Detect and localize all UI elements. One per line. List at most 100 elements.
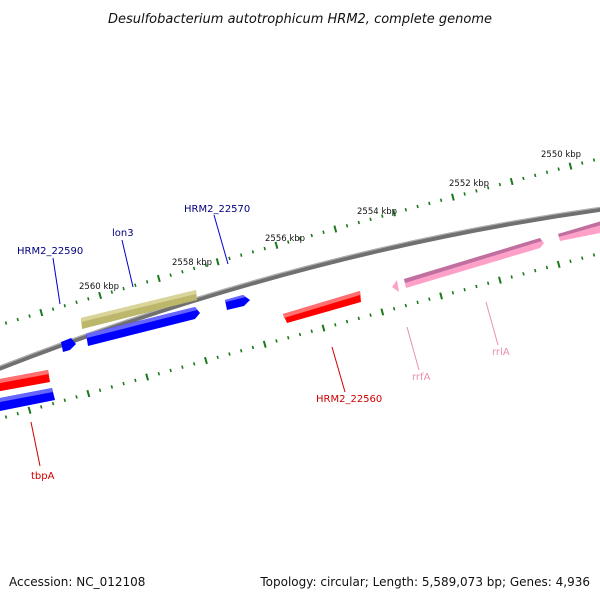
gene-hrm2-22560-feature[interactable] <box>283 291 361 323</box>
leader-rrlA <box>485 301 499 346</box>
upper-ruler-minor-tick <box>522 176 525 181</box>
upper-ruler-major-tick <box>39 308 44 317</box>
upper-ruler-minor-tick <box>357 220 360 225</box>
upper-ruler-minor-tick <box>169 273 172 277</box>
gene-rrfA-feature[interactable] <box>392 280 399 292</box>
gene-label-rrfA[interactable]: rrfA <box>412 372 431 383</box>
lower-ruler-major-tick <box>439 292 443 300</box>
lower-ruler-minor-tick <box>310 329 313 334</box>
kbp-label-2560: 2560 kbp <box>79 282 119 292</box>
lower-ruler-minor-tick <box>251 345 255 350</box>
leader-rrfA <box>406 326 420 371</box>
kbp-label-2552: 2552 kbp <box>449 179 489 189</box>
lower-ruler-minor-tick <box>404 303 408 308</box>
gene-tbpA-red-feature[interactable] <box>0 370 50 392</box>
upper-ruler-minor-tick <box>228 256 231 261</box>
leader-lon3 <box>121 239 134 288</box>
gene-label-rrlA[interactable]: rrlA <box>492 347 510 358</box>
lower-ruler-minor-tick <box>534 268 537 273</box>
gene-label-tbpA[interactable]: tbpA <box>31 471 55 482</box>
lower-ruler-minor-tick <box>392 307 396 311</box>
upper-ruler-minor-tick <box>263 246 266 251</box>
upper-ruler-minor-tick <box>51 307 55 311</box>
lower-ruler-minor-tick <box>63 398 66 402</box>
upper-ruler-major-tick <box>568 162 573 170</box>
lower-ruler-minor-tick <box>98 388 102 393</box>
lower-ruler-minor-tick <box>110 385 114 389</box>
lower-ruler-minor-tick <box>169 368 172 373</box>
upper-ruler-major-tick <box>333 225 338 233</box>
upper-ruler-minor-tick <box>204 263 208 267</box>
lower-ruler-minor-tick <box>334 323 337 327</box>
gene-lon3-adjacent-blue-feature[interactable] <box>86 307 200 346</box>
upper-ruler-minor-tick <box>322 230 325 234</box>
lower-ruler-minor-tick <box>16 411 19 416</box>
lower-ruler-minor-tick <box>428 297 431 301</box>
gene-label-lon3[interactable]: lon3 <box>112 228 134 239</box>
lower-ruler-major-tick <box>145 373 150 381</box>
upper-ruler-major-tick <box>274 241 279 249</box>
gene-blue-reverse-1-feature[interactable] <box>61 338 76 352</box>
lower-ruler-major-tick <box>498 276 502 284</box>
lower-ruler-minor-tick <box>581 256 584 260</box>
lower-ruler-minor-tick <box>4 415 8 419</box>
upper-ruler-minor-tick <box>16 317 19 322</box>
upper-ruler-minor-tick <box>310 233 313 238</box>
upper-ruler-minor-tick <box>122 286 125 291</box>
upper-ruler-minor-tick <box>345 223 349 228</box>
upper-ruler-minor-tick <box>534 173 537 178</box>
genome-backbone-highlight <box>0 206 600 367</box>
accession-text: Accession: NC_012108 <box>9 575 145 589</box>
kbp-label-2556: 2556 kbp <box>265 234 305 244</box>
upper-ruler-minor-tick <box>145 280 149 284</box>
lower-ruler-major-tick <box>27 406 32 414</box>
leader-hrm2-22560 <box>331 346 346 393</box>
gene-label-hrm2-22590[interactable]: HRM2_22590 <box>17 246 83 257</box>
upper-ruler-major-tick <box>392 209 396 217</box>
lower-tick-ruler <box>4 253 596 419</box>
upper-ruler-minor-tick <box>592 158 596 162</box>
upper-ruler-major-tick <box>509 177 514 186</box>
lower-ruler-minor-tick <box>157 371 161 376</box>
upper-tick-ruler <box>4 158 596 325</box>
gene-rrlA-feature[interactable] <box>404 238 544 288</box>
upper-ruler-minor-tick <box>192 266 196 271</box>
upper-ruler-minor-tick <box>251 250 255 254</box>
lower-ruler-minor-tick <box>192 362 196 366</box>
upper-ruler-minor-tick <box>75 300 78 305</box>
lower-ruler-minor-tick <box>40 405 43 409</box>
gene-label-hrm2-22570[interactable]: HRM2_22570 <box>184 204 250 215</box>
lower-ruler-major-tick <box>380 308 385 316</box>
lower-ruler-minor-tick <box>122 381 125 386</box>
kbp-label-2558: 2558 kbp <box>172 258 212 268</box>
upper-ruler-minor-tick <box>369 217 372 222</box>
lower-ruler-minor-tick <box>134 378 137 383</box>
leader-hrm2-22590 <box>52 257 61 305</box>
upper-ruler-minor-tick <box>557 167 560 171</box>
lower-ruler-major-tick <box>262 340 267 348</box>
gene-lon3-feature[interactable] <box>81 290 197 329</box>
map-title: Desulfobacterium autotrophicum HRM2, com… <box>108 12 492 27</box>
upper-ruler-major-tick <box>98 291 103 300</box>
upper-ruler-minor-tick <box>63 303 66 308</box>
upper-ruler-minor-tick <box>498 182 502 187</box>
lower-ruler-minor-tick <box>181 365 184 369</box>
kbp-label-2554: 2554 kbp <box>357 207 397 217</box>
upper-ruler-minor-tick <box>28 314 31 318</box>
gene-tbpA-blue-feature[interactable] <box>0 388 55 412</box>
lower-ruler-minor-tick <box>545 265 549 270</box>
genome-summary-text: Topology: circular; Length: 5,589,073 bp… <box>259 575 590 589</box>
upper-ruler-minor-tick <box>381 214 384 218</box>
lower-ruler-minor-tick <box>216 355 219 360</box>
gene-label-hrm2-22560[interactable]: HRM2_22560 <box>316 394 382 405</box>
lower-ruler-minor-tick <box>475 284 478 289</box>
lower-ruler-major-tick <box>321 324 326 332</box>
gene-rrl-partial-feature[interactable] <box>558 220 600 241</box>
lower-ruler-minor-tick <box>369 313 372 317</box>
lower-ruler-minor-tick <box>510 275 513 279</box>
gene-hrm2-22570-feature[interactable] <box>225 295 250 310</box>
upper-ruler-major-tick <box>451 193 455 201</box>
lower-ruler-minor-tick <box>240 349 243 353</box>
upper-ruler-minor-tick <box>4 321 8 325</box>
